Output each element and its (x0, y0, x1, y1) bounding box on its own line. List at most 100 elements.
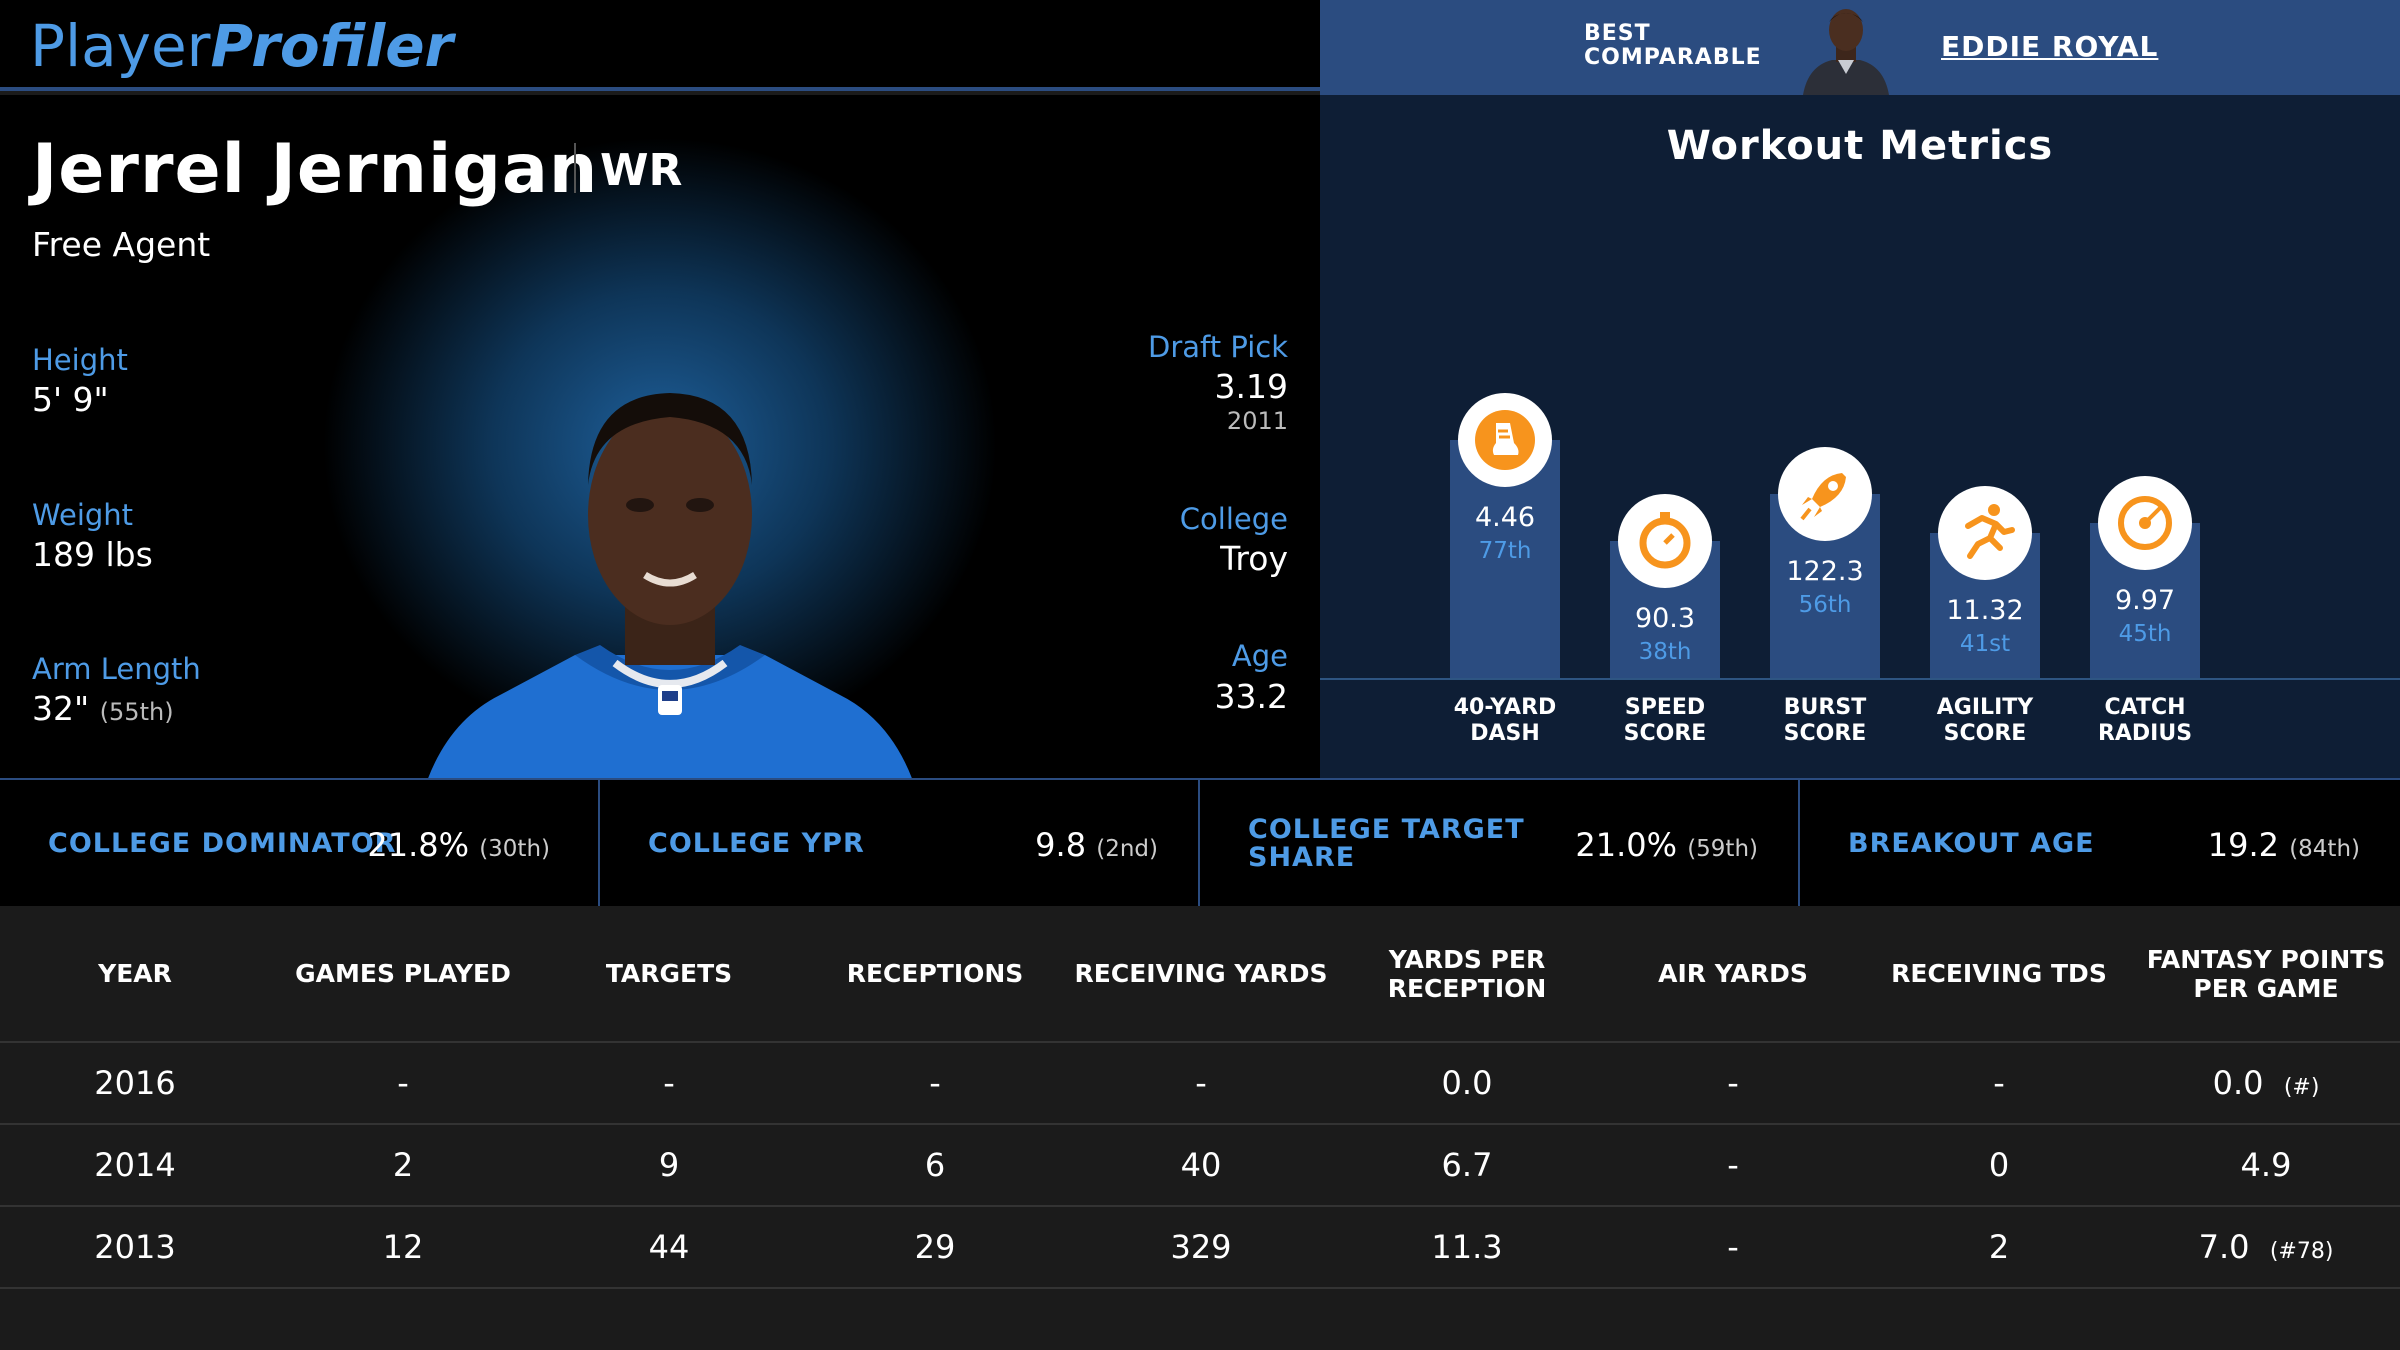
logo-part2: Profiler (210, 12, 454, 80)
cell-targets: 9 (536, 1124, 802, 1207)
cell-receptions: 29 (802, 1206, 1068, 1289)
metric-percentile: 77th (1478, 538, 1532, 564)
col-targets[interactable]: TARGETS (536, 906, 802, 1043)
best-comparable-line2: COMPARABLE (1584, 45, 1762, 70)
age-value: 33.2 (1214, 677, 1288, 716)
logo-part1: Player (30, 12, 211, 80)
col-receiving-yards[interactable]: RECEIVING YARDS (1068, 906, 1334, 1043)
col-receiving-tds[interactable]: RECEIVING TDS (1866, 906, 2132, 1043)
player-photo (428, 393, 912, 778)
stat-college-target-share: COLLEGE TARGET SHARE 21.0% (59th) (1200, 778, 1800, 906)
arm-length-value: 32" (55th) (32, 689, 174, 728)
bar-burst-score: 122.3 56th (1770, 447, 1880, 678)
col-receptions[interactable]: RECEPTIONS (802, 906, 1068, 1043)
cell-targets: - (536, 1042, 802, 1125)
stopwatch-icon (1618, 494, 1712, 588)
chart-baseline (1320, 678, 2400, 680)
draft-pick-value: 3.19 (1214, 367, 1288, 406)
runner-icon (1938, 486, 2032, 580)
comparable-player-link[interactable]: EDDIE ROYAL (1941, 30, 2159, 63)
bar-speed-score: 90.3 38th (1610, 494, 1720, 678)
stat-value: 9.8 (2nd) (1035, 826, 1158, 864)
table-row: 2016 - - - - 0.0 - - 0.0 (#) (0, 1042, 2400, 1125)
college-stats-bar: COLLEGE DOMINATOR 21.8% (30th) COLLEGE Y… (0, 778, 2400, 906)
bar-40-yard-dash: 4.46 77th (1450, 393, 1560, 678)
cell-games: 2 (270, 1124, 536, 1207)
metric-percentile: 45th (2118, 621, 2172, 647)
metric-value: 9.97 (2114, 585, 2176, 616)
cell-tds: 0 (1866, 1124, 2132, 1207)
arm-length-rank: (55th) (99, 698, 174, 726)
metric-percentile: 38th (1638, 639, 1692, 665)
cell-receptions: 6 (802, 1124, 1068, 1207)
metric-value: 90.3 (1634, 603, 1696, 634)
col-yards-per-reception[interactable]: YARDS PER RECEPTION (1334, 906, 1600, 1043)
college-label: College (1179, 502, 1288, 536)
draft-pick-label: Draft Pick (1148, 330, 1288, 364)
best-comparable-line1: BEST (1584, 21, 1651, 46)
player-team: Free Agent (32, 225, 211, 264)
table-header-row: YEAR GAMES PLAYED TARGETS RECEPTIONS REC… (0, 906, 2400, 1043)
label-40-yard-dash: 40-YARD DASH (1453, 695, 1557, 746)
cell-air-yards: - (1600, 1042, 1866, 1125)
cell-year: 2013 (0, 1206, 270, 1289)
height-value: 5' 9" (32, 380, 109, 419)
stat-label: COLLEGE YPR (648, 828, 865, 859)
col-air-yards[interactable]: AIR YARDS (1600, 906, 1866, 1043)
cell-air-yards: - (1600, 1206, 1866, 1289)
stat-label: COLLEGE DOMINATOR (48, 828, 397, 859)
label-speed-score: SPEED SCORE (1623, 695, 1707, 746)
logo[interactable]: PlayerProfiler (30, 8, 453, 84)
career-stats-table: YEAR GAMES PLAYED TARGETS RECEPTIONS REC… (0, 906, 2400, 1350)
header-bar: PlayerProfiler (0, 0, 1320, 91)
bar-agility-score: 11.32 41st (1930, 486, 2040, 678)
cell-yards: - (1068, 1042, 1334, 1125)
bar-catch-radius: 9.97 45th (2090, 476, 2200, 678)
cell-games: 12 (270, 1206, 536, 1289)
best-comparable-label: BEST COMPARABLE (1584, 22, 1784, 70)
label-agility-score: AGILITY SCORE (1936, 695, 2034, 746)
age-label: Age (1231, 639, 1288, 673)
stat-value: 19.2 (84th) (2207, 826, 2360, 864)
cell-receptions: - (802, 1042, 1068, 1125)
cell-ypr: 0.0 (1334, 1042, 1600, 1125)
rocket-icon (1778, 447, 1872, 541)
cell-ypr: 6.7 (1334, 1124, 1600, 1207)
metric-value: 11.32 (1946, 595, 2024, 626)
cell-ypr: 11.3 (1334, 1206, 1600, 1289)
metric-value: 4.46 (1474, 502, 1536, 533)
weight-label: Weight (32, 498, 134, 532)
stat-college-ypr: COLLEGE YPR 9.8 (2nd) (600, 778, 1200, 906)
arm-length-number: 32" (32, 689, 90, 728)
col-games-played[interactable]: GAMES PLAYED (270, 906, 536, 1043)
cell-fantasy-ppg: 4.9 (2132, 1124, 2400, 1207)
shoe-icon (1458, 393, 1552, 487)
college-value: Troy (1220, 539, 1288, 578)
label-catch-radius: CATCH RADIUS (2097, 695, 2193, 746)
target-icon (2098, 476, 2192, 570)
stat-value: 21.8% (30th) (367, 826, 550, 864)
cell-yards: 40 (1068, 1124, 1334, 1207)
cell-fantasy-ppg: 7.0 (#78) (2132, 1206, 2400, 1289)
stat-college-dominator: COLLEGE DOMINATOR 21.8% (30th) (0, 778, 600, 906)
arm-length-label: Arm Length (32, 652, 201, 686)
workout-metrics-panel: Workout Metrics 4.46 77th 90.3 38th 122.… (1320, 95, 2400, 778)
cell-games: - (270, 1042, 536, 1125)
player-profile-panel: Jerrel Jernigan WR Free Agent Height 5' … (0, 95, 1320, 778)
cell-tds: - (1866, 1042, 2132, 1125)
comparable-photo (1798, 0, 1894, 95)
stat-value: 21.0% (59th) (1575, 826, 1758, 864)
cell-tds: 2 (1866, 1206, 2132, 1289)
stat-breakout-age: BREAKOUT AGE 19.2 (84th) (1800, 778, 2400, 906)
col-year[interactable]: YEAR (0, 906, 270, 1043)
weight-value: 189 lbs (32, 535, 153, 574)
cell-yards: 329 (1068, 1206, 1334, 1289)
workout-title: Workout Metrics (1666, 123, 2054, 169)
draft-year: 2011 (1226, 407, 1288, 435)
table-row: 2014 2 9 6 40 6.7 - 0 4.9 (0, 1124, 2400, 1207)
cell-year: 2016 (0, 1042, 270, 1125)
col-fantasy-points-per-game[interactable]: FANTASY POINTS PER GAME (2132, 906, 2400, 1043)
cell-targets: 44 (536, 1206, 802, 1289)
stat-label: BREAKOUT AGE (1848, 828, 2095, 859)
cell-air-yards: - (1600, 1124, 1866, 1207)
